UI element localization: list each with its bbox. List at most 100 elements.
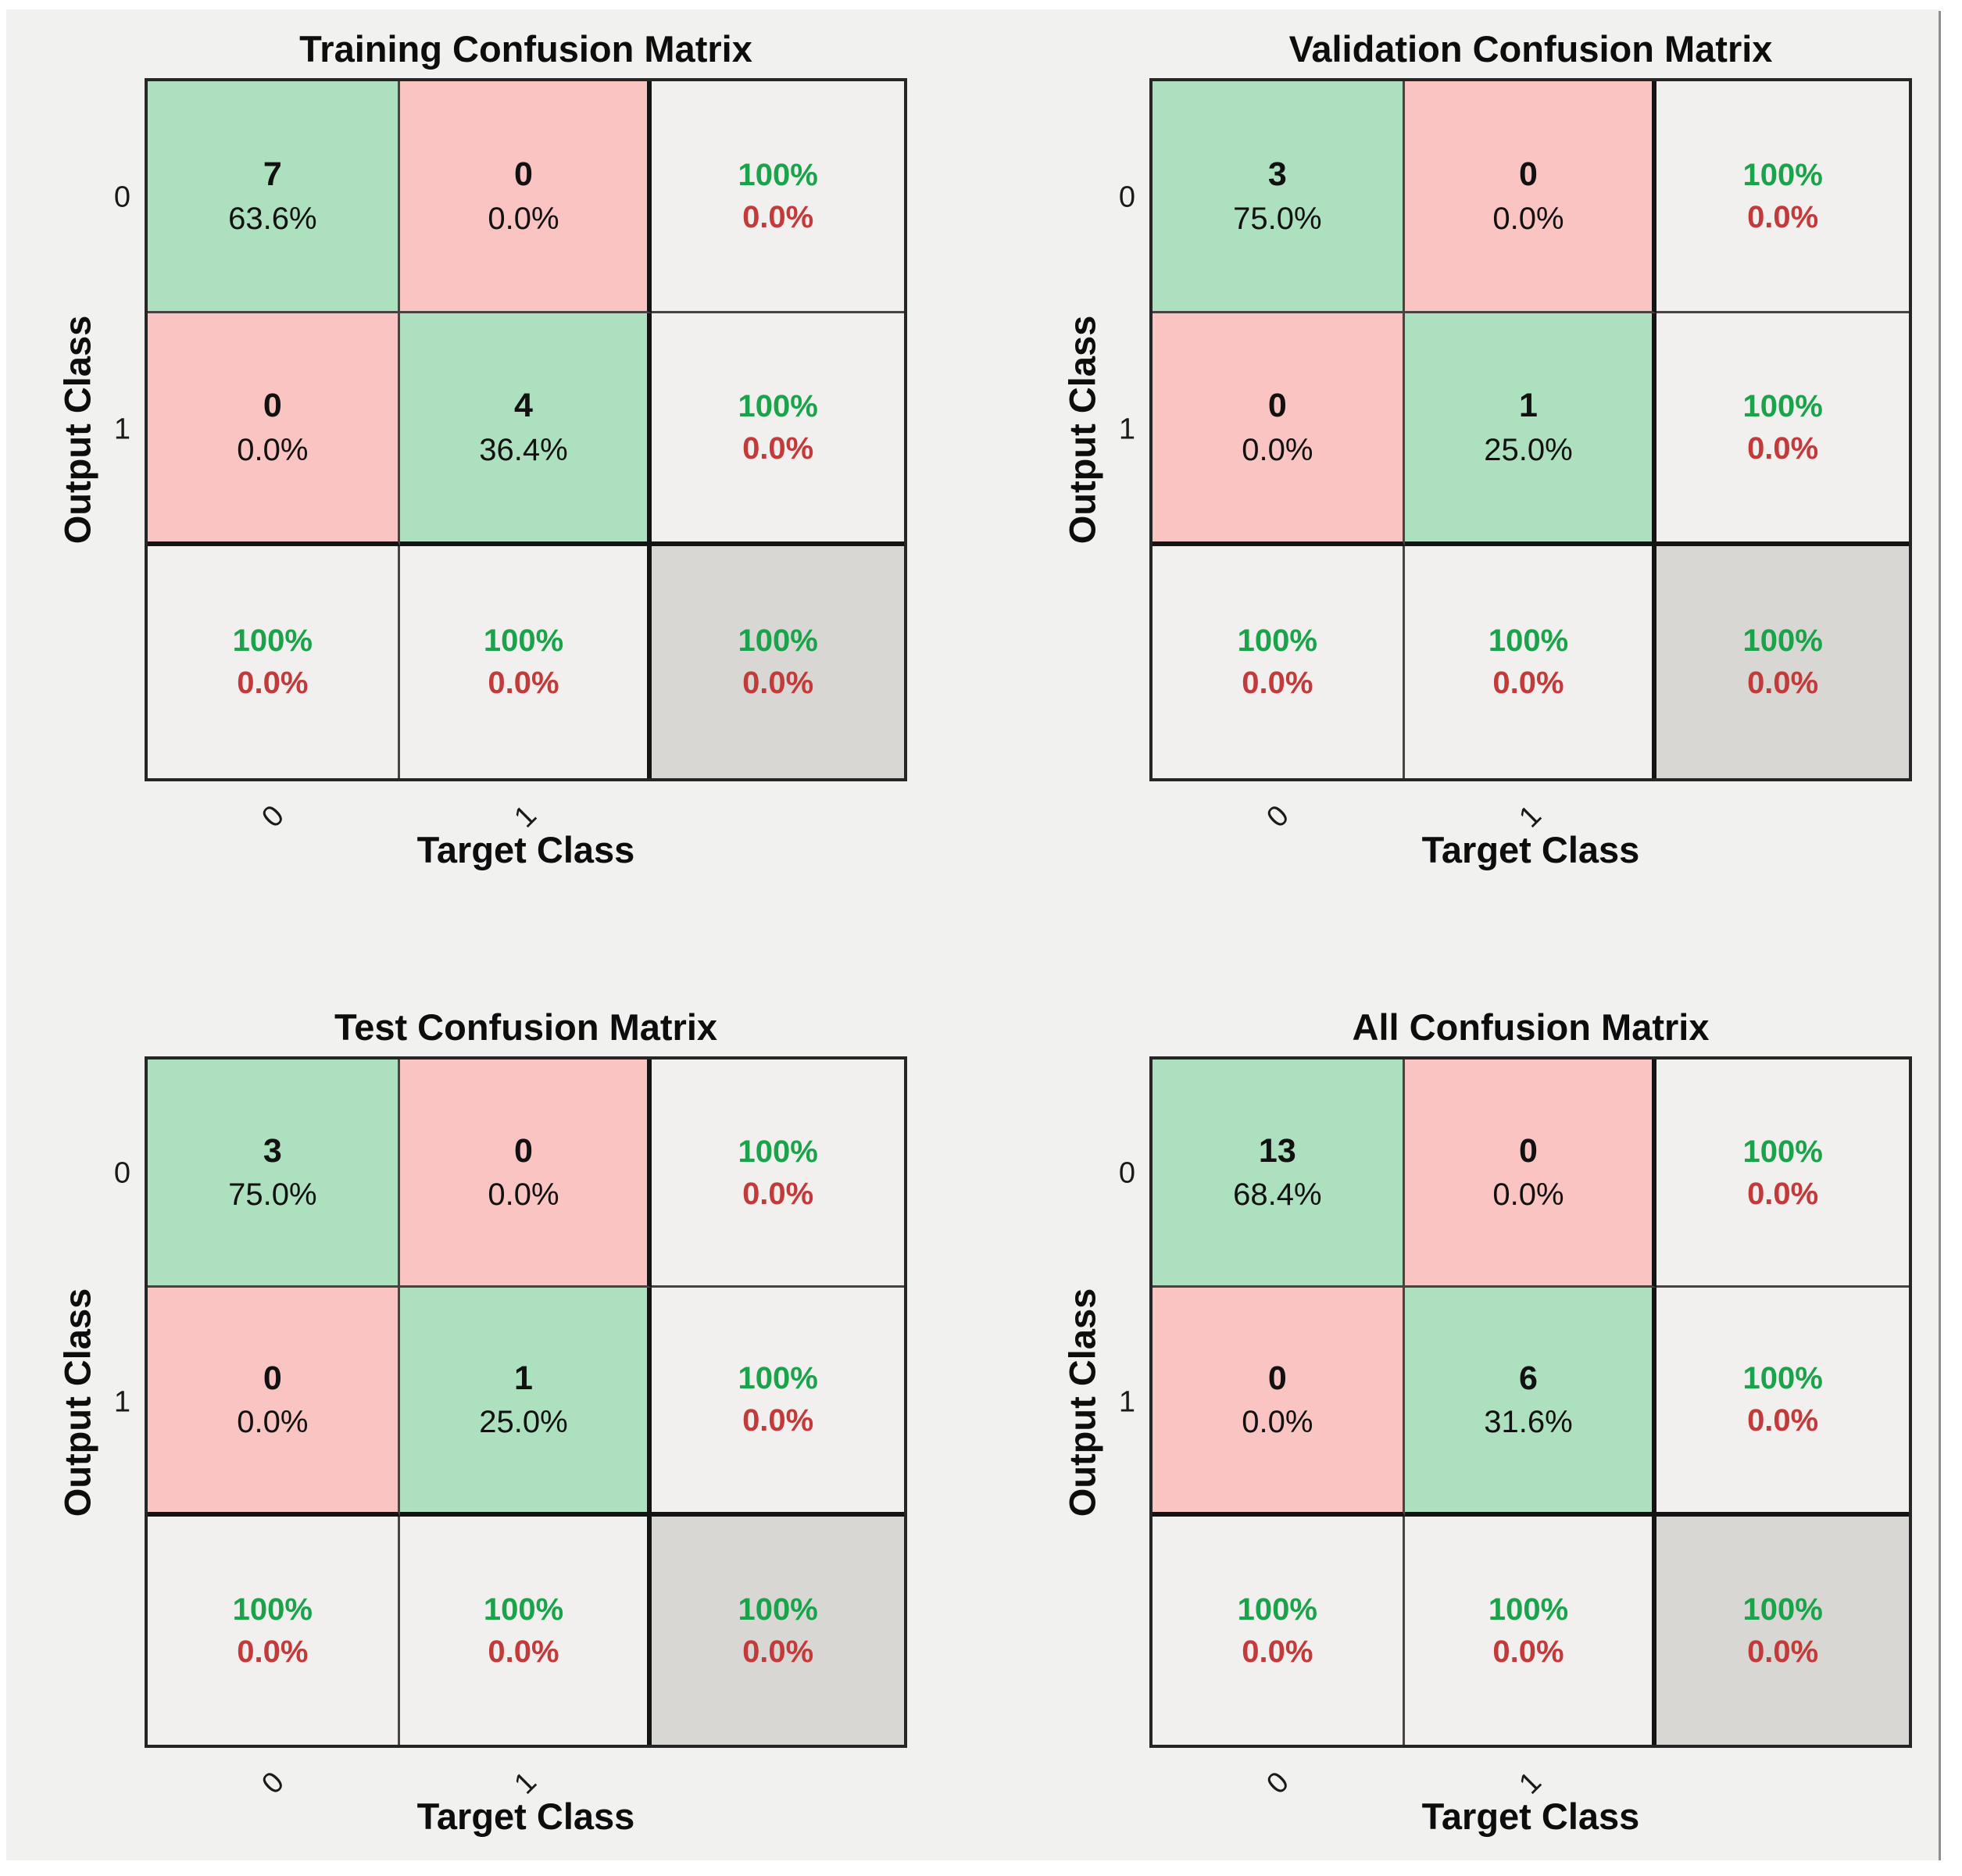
cell-count: 0 [263,1359,282,1397]
panel-all-confusion-matrix: All Confusion Matrix Output Class 0 1 0 … [981,938,1962,1875]
cell-overall-accuracy: 100% 0.0% [652,545,904,778]
panel-validation-confusion-matrix: Validation Confusion Matrix Output Class… [981,0,1962,938]
cell-output0-target0: 7 63.6% [148,81,400,314]
cell-count: 0 [263,387,282,425]
error-percent: 0.0% [1242,1634,1313,1669]
error-percent: 0.0% [1747,200,1819,235]
success-percent: 100% [232,1592,313,1627]
cell-output0-summary: 100% 0.0% [652,1059,904,1288]
success-percent: 100% [1488,624,1569,659]
x-axis-label: Target Class [1421,1796,1640,1837]
success-percent: 100% [483,1592,564,1627]
y-tick-1: 1 [113,1385,130,1418]
cell-output0-target0: 3 75.0% [148,1059,400,1288]
cell-percent: 63.6% [228,201,317,236]
cell-percent: 31.6% [1484,1405,1573,1440]
success-percent: 100% [1742,1361,1823,1396]
y-tick-1: 1 [113,413,130,446]
cell-output0-target1: 0 0.0% [1404,81,1657,314]
cell-percent: 0.0% [1242,1405,1313,1440]
error-percent: 0.0% [1242,666,1313,701]
success-percent: 100% [738,388,818,423]
error-percent: 0.0% [488,666,559,701]
cell-count: 0 [1267,1359,1287,1397]
success-percent: 100% [738,1592,818,1627]
y-axis-label: Output Class [56,1288,98,1517]
cell-output0-target1: 0 0.0% [399,1059,652,1288]
cell-output1-target0: 0 0.0% [1153,313,1405,546]
y-tick-0: 0 [1118,180,1135,214]
cell-overall-accuracy: 100% 0.0% [1656,545,1909,778]
x-axis-label: Target Class [416,829,635,870]
cell-overall-accuracy: 100% 0.0% [652,1516,904,1745]
cell-count: 3 [1267,155,1287,194]
y-tick-1: 1 [1118,413,1135,446]
success-percent: 100% [1237,624,1317,659]
cell-count: 0 [514,155,533,194]
confusion-matrix-grid: All Confusion Matrix Output Class 0 1 0 … [1062,1006,1912,1837]
confusion-matrix-grid: Test Confusion Matrix Output Class 0 1 0… [57,1006,907,1837]
cell-summary-target1: 100% 0.0% [1404,1516,1657,1745]
confusion-matrix-grid: Validation Confusion Matrix Output Class… [1062,28,1912,870]
cell-percent: 0.0% [237,432,309,467]
y-tick-0: 0 [113,1156,130,1190]
success-percent: 100% [738,1361,818,1396]
error-percent: 0.0% [1747,1634,1819,1669]
cell-percent: 0.0% [488,201,559,236]
cell-count: 6 [1519,1359,1538,1397]
success-percent: 100% [738,158,818,193]
error-percent: 0.0% [742,1176,814,1211]
success-percent: 100% [1742,624,1823,659]
cell-count: 1 [1519,387,1538,425]
success-percent: 100% [1237,1592,1317,1627]
x-axis-label: Target Class [416,1796,635,1837]
cell-summary-target0: 100% 0.0% [1153,1516,1405,1745]
error-percent: 0.0% [742,1634,814,1669]
error-percent: 0.0% [1492,666,1564,701]
cell-count: 7 [263,155,282,194]
cell-output1-target0: 0 0.0% [148,1288,400,1517]
cell-percent: 68.4% [1233,1177,1322,1213]
cell-summary-target1: 100% 0.0% [399,545,652,778]
cell-percent: 75.0% [1233,201,1322,236]
error-percent: 0.0% [237,666,309,701]
cell-output1-summary: 100% 0.0% [1656,1288,1909,1517]
cell-output1-target1: 6 31.6% [1404,1288,1657,1517]
cell-output0-target1: 0 0.0% [1404,1059,1657,1288]
error-percent: 0.0% [742,1403,814,1438]
cell-output0-target0: 3 75.0% [1153,81,1405,314]
x-tick-0: 0 [256,1765,291,1801]
error-percent: 0.0% [1747,1403,1819,1438]
cell-summary-target0: 100% 0.0% [148,545,400,778]
cell-count: 0 [1519,1131,1538,1170]
panel-title: Validation Confusion Matrix [1288,28,1773,70]
cell-count: 13 [1258,1131,1296,1170]
cell-count: 0 [1267,387,1287,425]
error-percent: 0.0% [1492,1634,1564,1669]
cell-percent: 0.0% [488,1177,559,1213]
cell-count: 0 [514,1131,533,1170]
right-edge-line [1939,11,1941,1860]
cell-output1-summary: 100% 0.0% [1656,313,1909,546]
cell-percent: 0.0% [237,1405,309,1440]
cell-percent: 25.0% [479,1405,568,1440]
cell-output0-target0: 13 68.4% [1153,1059,1405,1288]
cell-summary-target0: 100% 0.0% [148,1516,400,1745]
panel-title: All Confusion Matrix [1352,1006,1710,1048]
cell-output1-target0: 0 0.0% [148,313,400,546]
panel-title: Test Confusion Matrix [334,1006,718,1048]
cell-summary-target1: 100% 0.0% [1404,545,1657,778]
x-axis-label: Target Class [1421,829,1640,870]
success-percent: 100% [232,624,313,659]
y-axis-label: Output Class [1061,315,1103,545]
cell-percent: 0.0% [1492,201,1564,236]
cell-output1-target1: 1 25.0% [1404,313,1657,546]
error-percent: 0.0% [742,200,814,235]
panel-title: Training Confusion Matrix [299,28,752,70]
cell-output1-target0: 0 0.0% [1153,1288,1405,1517]
cell-output0-target1: 0 0.0% [399,81,652,314]
y-tick-0: 0 [113,180,130,214]
success-percent: 100% [483,624,564,659]
x-tick-0: 0 [256,799,291,834]
cell-overall-accuracy: 100% 0.0% [1656,1516,1909,1745]
